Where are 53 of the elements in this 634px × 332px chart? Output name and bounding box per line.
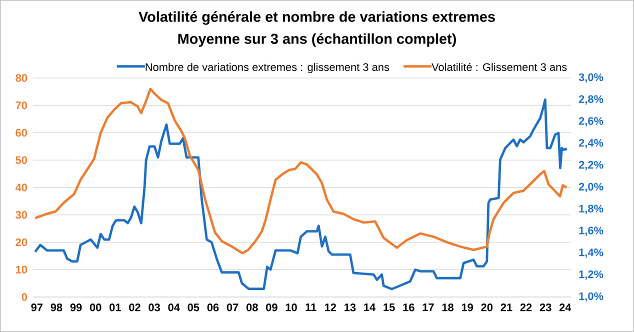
y2-tick-label: 2,2% xyxy=(578,160,604,170)
y2-tick-label: 1,0% xyxy=(579,292,604,302)
x-tick-label: 21 xyxy=(500,304,512,312)
x-tick-label: 24 xyxy=(559,304,572,312)
y2-tick-label: 2,8% xyxy=(578,95,604,105)
x-tick-label: 08 xyxy=(246,304,258,312)
chart-subtitle: Moyenne sur 3 ans (échantillon complet) xyxy=(178,33,456,47)
x-tick-label: 97 xyxy=(31,304,43,312)
y-tick-label: 40 xyxy=(15,184,28,192)
y-tick-label: 0 xyxy=(22,293,28,301)
x-tick-label: 98 xyxy=(50,304,62,312)
legend-label: Nombre de variations extremes : glissement 3 ans xyxy=(146,62,390,74)
y2-tick-label: 1,2% xyxy=(579,270,604,280)
y2-tick-label: 2,4% xyxy=(578,139,604,148)
y-tick-label: 30 xyxy=(16,211,28,219)
y2-tick-label: 1,4% xyxy=(579,248,604,258)
y-tick-label: 50 xyxy=(16,156,28,164)
y2-tick-label: 2,6% xyxy=(578,117,604,126)
x-tick-label: 14 xyxy=(364,304,376,312)
x-tick-label: 02 xyxy=(129,304,140,312)
x-tick-label: 06 xyxy=(207,304,219,312)
x-tick-label: 09 xyxy=(266,304,278,312)
x-tick-label: 11 xyxy=(306,304,316,312)
y2-tick-label: 3,0% xyxy=(578,73,604,83)
x-tick-label: 15 xyxy=(384,304,395,312)
y2-tick-label: 1,6% xyxy=(579,226,604,236)
x-tick-label: 12 xyxy=(324,304,336,312)
chart-title: Volatilité générale et nombre de variations extremes xyxy=(138,11,495,25)
y-tick-label: 60 xyxy=(16,128,28,137)
y-tick-label: 80 xyxy=(16,74,28,82)
x-tick-label: 23 xyxy=(540,304,552,312)
line-series xyxy=(34,88,568,254)
y2-tick-label: 2,0% xyxy=(578,182,604,192)
x-tick-label: 10 xyxy=(286,304,297,312)
x-tick-label: 05 xyxy=(188,304,200,312)
x-tick-label: 22 xyxy=(520,304,532,312)
x-tick-label: 17 xyxy=(422,304,434,312)
x-tick-label: 07 xyxy=(226,304,238,312)
x-tick-label: 13 xyxy=(344,304,356,312)
x-tick-label: 16 xyxy=(403,304,414,312)
x-tick-label: 19 xyxy=(462,304,474,312)
x-tick-label: 20 xyxy=(481,304,493,312)
y2-tick-label: 1,8% xyxy=(579,204,604,214)
x-tick-label: 18 xyxy=(442,304,454,312)
y-tick-label: 70 xyxy=(16,102,28,110)
x-tick-label: 01 xyxy=(110,304,121,312)
x-tick-label: 04 xyxy=(168,304,180,312)
x-tick-label: 00 xyxy=(90,304,102,312)
x-tick-label: 99 xyxy=(70,304,82,312)
y-tick-label: 10 xyxy=(16,266,28,274)
x-tick-label: 03 xyxy=(148,304,160,312)
legend-label: Volatilité : Glissement 3 ans xyxy=(432,62,567,72)
y-tick-label: 20 xyxy=(16,238,28,246)
